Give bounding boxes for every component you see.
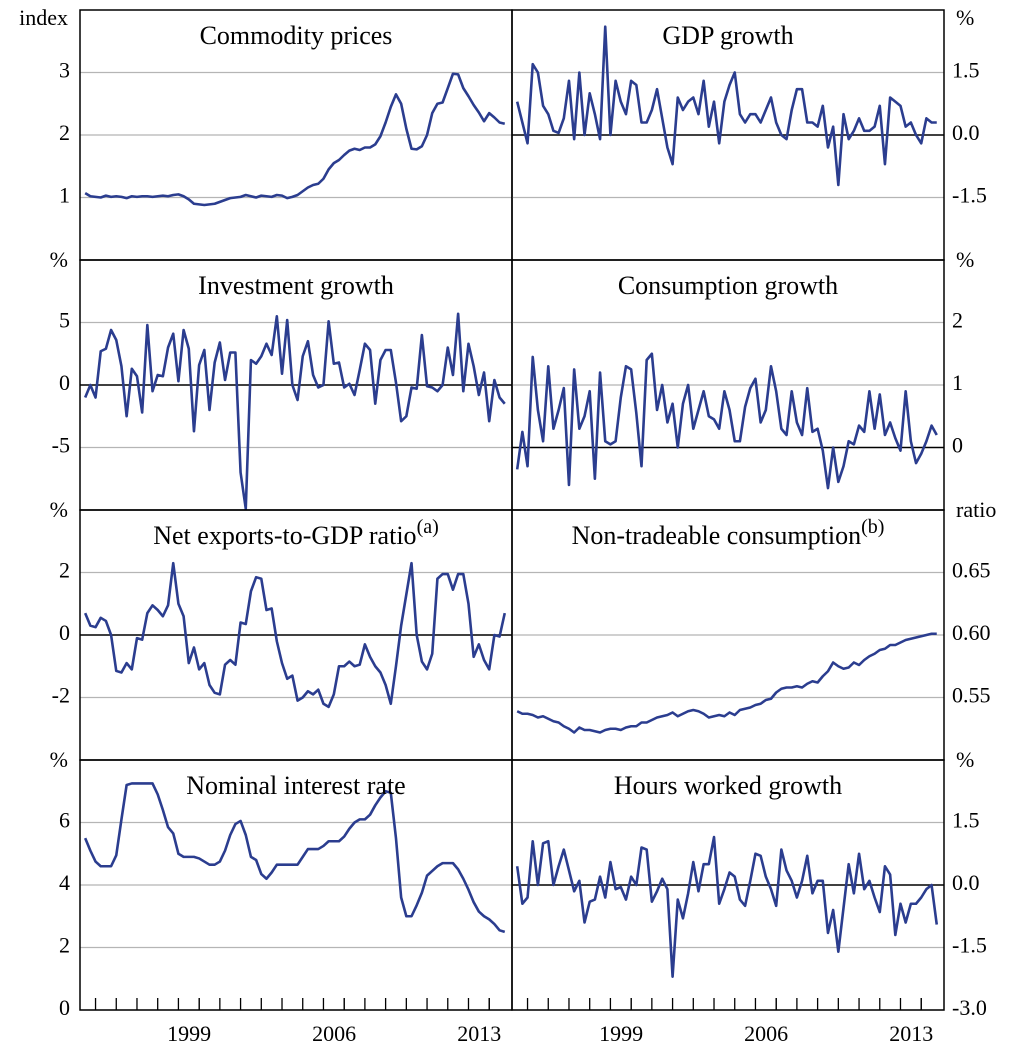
y-tick-label: -3.0 [952, 995, 987, 1020]
panel-title: Non-tradeable consumption(b) [572, 516, 885, 550]
panel-title-text: GDP growth [662, 21, 793, 50]
panel-title: Nominal interest rate [186, 771, 405, 800]
y-tick-label: -1.5 [952, 183, 987, 208]
plot-area [516, 632, 937, 734]
plot-area [515, 835, 939, 978]
y-tick-label: -1.5 [952, 933, 987, 958]
unit-label: % [956, 247, 974, 272]
y-tick-label: 2 [59, 558, 70, 583]
y-tick-label: 0.0 [952, 120, 980, 145]
series-line [516, 632, 937, 734]
y-tick-label: 0 [59, 370, 70, 395]
x-tick-label: 2013 [457, 1021, 501, 1046]
y-tick-label: 1 [952, 370, 963, 395]
y-tick-label: 0 [952, 433, 963, 458]
plot-area [515, 25, 937, 187]
series-line [83, 782, 506, 934]
panel-title-note: (b) [861, 516, 884, 538]
y-tick-label: 2 [59, 933, 70, 958]
series-line [83, 561, 507, 709]
x-tick-label: 2013 [889, 1021, 933, 1046]
panel-frame [511, 759, 945, 1011]
panel-title-text: Investment growth [198, 271, 394, 300]
panel-title: Consumption growth [618, 271, 838, 300]
y-tick-label: 0 [59, 620, 70, 645]
series-line [515, 25, 937, 187]
x-tick-label: 1999 [599, 1021, 643, 1046]
plot-area [515, 352, 938, 490]
unit-label: % [50, 747, 68, 772]
plot-area [83, 782, 506, 934]
series-line [84, 72, 506, 207]
panel-title: Hours worked growth [614, 771, 842, 800]
panel-title-text: Nominal interest rate [186, 771, 405, 800]
y-tick-label: 2 [59, 120, 70, 145]
panel-title: Net exports-to-GDP ratio(a) [153, 516, 439, 550]
y-tick-label: 1 [59, 183, 70, 208]
panel-title-text: Non-tradeable consumption [572, 521, 862, 550]
y-tick-label: 0.60 [952, 620, 991, 645]
x-tick-label: 2006 [312, 1021, 356, 1046]
y-tick-label: 1.5 [952, 58, 980, 83]
y-tick-label: 3 [59, 58, 70, 83]
panel-title-note: (a) [417, 516, 439, 538]
panel-title-text: Consumption growth [618, 271, 838, 300]
plot-area [83, 561, 507, 709]
panel-title: GDP growth [662, 21, 793, 50]
panel-title: Investment growth [198, 271, 394, 300]
y-tick-label: 2 [952, 308, 963, 333]
y-tick-label: 4 [59, 870, 70, 895]
y-tick-label: 5 [59, 308, 70, 333]
y-tick-label: 1.5 [952, 808, 980, 833]
series-line [83, 312, 506, 510]
panel-title-text: Commodity prices [200, 21, 393, 50]
y-tick-label: 0.0 [952, 870, 980, 895]
x-tick-label: 1999 [167, 1021, 211, 1046]
y-tick-label: 0 [59, 995, 70, 1020]
unit-label: % [50, 247, 68, 272]
panel-title-text: Hours worked growth [614, 771, 842, 800]
unit-label: % [50, 497, 68, 522]
unit-label: ratio [956, 497, 996, 522]
y-tick-label: 0.65 [952, 558, 991, 583]
unit-label: % [956, 5, 974, 30]
y-tick-label: -5 [52, 433, 70, 458]
y-tick-label: -2 [52, 683, 70, 708]
series-line [515, 835, 939, 978]
unit-label: index [19, 5, 68, 30]
unit-label: % [956, 747, 974, 772]
plot-area [83, 312, 506, 510]
panel-title: Commodity prices [200, 21, 393, 50]
y-tick-label: 0.55 [952, 683, 991, 708]
y-tick-label: 6 [59, 808, 70, 833]
x-tick-label: 2006 [744, 1021, 788, 1046]
panel-title-text: Net exports-to-GDP ratio [153, 521, 416, 550]
plot-area [84, 72, 506, 207]
series-line [515, 352, 938, 490]
